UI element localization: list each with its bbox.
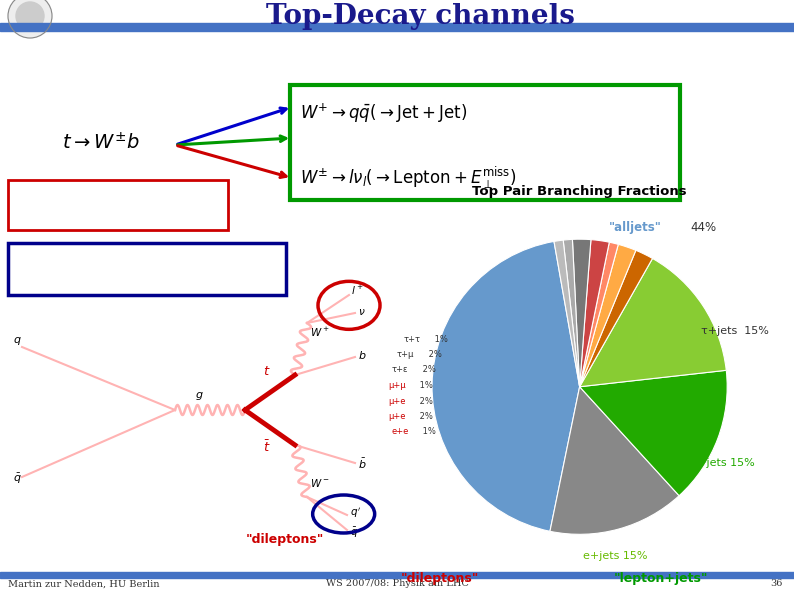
- Title: Top Pair Branching Fractions: Top Pair Branching Fractions: [472, 186, 687, 198]
- Text: μ+e: μ+e: [388, 412, 406, 421]
- Text: Martin zur Nedden, HU Berlin: Martin zur Nedden, HU Berlin: [8, 580, 160, 588]
- Bar: [8, 243, 286, 295]
- Text: "lepton+jets": "lepton+jets": [614, 572, 708, 585]
- Bar: [290, 85, 680, 200]
- Text: μ+μ: μ+μ: [388, 381, 406, 390]
- Wedge shape: [572, 239, 591, 387]
- Wedge shape: [550, 387, 679, 534]
- Text: $W^+$: $W^+$: [310, 326, 330, 339]
- Text: $g$: $g$: [195, 390, 203, 402]
- Text: "alljets": "alljets": [609, 221, 662, 234]
- Text: τ+jets  15%: τ+jets 15%: [700, 325, 769, 336]
- Wedge shape: [580, 242, 619, 387]
- Text: $W^-$: $W^-$: [310, 477, 330, 489]
- Text: $l^+$: $l^+$: [351, 284, 364, 297]
- Text: e+jets 15%: e+jets 15%: [583, 552, 647, 562]
- Wedge shape: [580, 258, 727, 387]
- Text: "dileptons": "dileptons": [246, 534, 324, 546]
- Text: dominant BG from QCD-multijet-events: dominant BG from QCD-multijet-events: [16, 274, 249, 287]
- Bar: [8, 180, 228, 230]
- Text: τ+μ: τ+μ: [397, 350, 414, 359]
- Text: $\bar{t}$: $\bar{t}$: [263, 439, 271, 455]
- Text: 2%: 2%: [420, 365, 436, 374]
- Text: Lepton + missing energy: Lepton + missing energy: [16, 209, 202, 223]
- Text: $b$: $b$: [358, 349, 367, 361]
- Text: "dileptons": "dileptons": [400, 572, 479, 585]
- Text: τ+ε: τ+ε: [392, 365, 408, 374]
- Text: 44%: 44%: [690, 221, 716, 234]
- Text: e+e: e+e: [391, 427, 408, 436]
- Text: charakteristic Signal:: charakteristic Signal:: [16, 187, 148, 201]
- Text: μ+e: μ+e: [388, 397, 406, 406]
- Text: $t \rightarrow W^{\pm}b$: $t \rightarrow W^{\pm}b$: [62, 132, 140, 154]
- Text: 1%: 1%: [418, 381, 434, 390]
- Circle shape: [16, 2, 44, 30]
- Wedge shape: [580, 240, 609, 387]
- Text: $\bar{q}$: $\bar{q}$: [13, 472, 21, 486]
- Wedge shape: [432, 242, 580, 531]
- Text: $W^{\pm} \rightarrow l\nu_l(\rightarrow \mathrm{Lepton} + E_{\perp}^{\mathrm{mis: $W^{\pm} \rightarrow l\nu_l(\rightarrow …: [300, 165, 517, 191]
- Wedge shape: [580, 245, 636, 387]
- Text: Top-Decay channels: Top-Decay channels: [265, 2, 574, 30]
- Bar: [0, 23, 794, 31]
- Text: $\bar{q}$: $\bar{q}$: [350, 526, 358, 540]
- Text: 2%: 2%: [426, 350, 442, 359]
- Text: $q'$: $q'$: [350, 506, 361, 520]
- Wedge shape: [554, 240, 580, 387]
- Text: only Jets in final state:: only Jets in final state:: [16, 252, 185, 265]
- Text: 1%: 1%: [420, 427, 436, 436]
- Wedge shape: [580, 250, 653, 387]
- Text: μ+jets 15%: μ+jets 15%: [690, 459, 755, 468]
- Text: WS 2007/08: Physik am LHC: WS 2007/08: Physik am LHC: [326, 580, 468, 588]
- Text: $W^{+} \rightarrow q\bar{q}(\rightarrow \mathrm{Jet} + \mathrm{Jet})$: $W^{+} \rightarrow q\bar{q}(\rightarrow …: [300, 101, 467, 124]
- Text: $q$: $q$: [13, 335, 21, 347]
- Text: $t$: $t$: [263, 365, 271, 378]
- Circle shape: [8, 0, 52, 38]
- Text: $\nu$: $\nu$: [358, 307, 365, 317]
- Text: 2%: 2%: [418, 397, 434, 406]
- Wedge shape: [580, 370, 727, 496]
- Text: 1%: 1%: [432, 335, 448, 344]
- Wedge shape: [563, 239, 580, 387]
- Text: $\bar{b}$: $\bar{b}$: [358, 457, 367, 471]
- Text: τ+τ: τ+τ: [403, 335, 420, 344]
- Text: 36: 36: [771, 580, 783, 588]
- Text: 2%: 2%: [418, 412, 434, 421]
- Bar: [0, 572, 794, 578]
